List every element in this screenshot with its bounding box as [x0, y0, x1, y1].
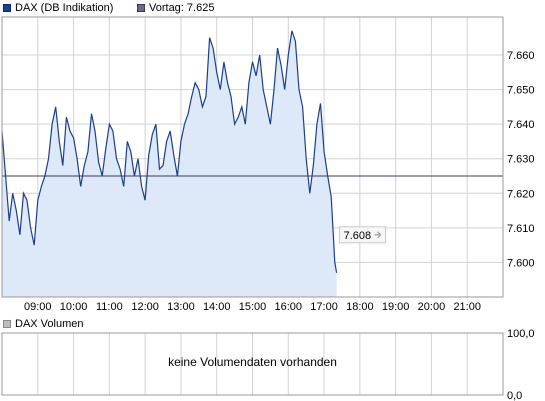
volume-y-tick-label: 0,0 — [507, 390, 522, 401]
x-tick-label: 19:00 — [382, 301, 410, 313]
volume-legend-label: DAX Volumen — [15, 318, 84, 330]
last-value-label: 7.608 — [344, 230, 372, 242]
last-value-marker: 7.608 — [339, 226, 387, 244]
x-tick-label: 20:00 — [418, 301, 446, 313]
x-tick-label: 14:00 — [203, 301, 231, 313]
volume-legend-swatch — [3, 320, 11, 328]
legend-dax: DAX (DB Indikation) — [3, 2, 113, 14]
y-tick-label: 7.650 — [507, 85, 535, 97]
legend-volume: DAX Volumen — [3, 318, 83, 330]
x-tick-label: 13:00 — [167, 301, 195, 313]
y-tick-label: 7.600 — [507, 257, 535, 269]
volume-y-axis-labels: 100,0 0,0 — [507, 328, 535, 401]
x-tick-label: 10:00 — [60, 301, 88, 313]
last-value-box — [339, 226, 387, 244]
legend-previous-close: Vortag: 7.625 — [137, 2, 214, 14]
y-tick-label: 7.620 — [507, 188, 535, 200]
dax-legend-swatch — [3, 4, 11, 12]
previous-close-legend-label: Vortag: 7.625 — [149, 2, 215, 14]
x-tick-label: 18:00 — [346, 301, 374, 313]
x-tick-label: 16:00 — [275, 301, 303, 313]
x-tick-label: 21:00 — [453, 301, 481, 313]
x-tick-label: 11:00 — [96, 301, 123, 313]
y-tick-label: 7.630 — [507, 154, 535, 166]
x-tick-label: 12:00 — [131, 301, 159, 313]
x-tick-label: 09:00 — [24, 301, 52, 313]
y-tick-label: 7.610 — [507, 223, 535, 235]
y-tick-label: 7.660 — [507, 50, 535, 62]
price-line — [1, 30, 338, 273]
x-tick-label: 15:00 — [239, 301, 267, 313]
dax-legend-label: DAX (DB Indikation) — [15, 2, 114, 14]
price-area-fill — [2, 30, 337, 298]
previous-close-legend-swatch — [137, 4, 145, 12]
x-axis-labels: 09:00 10:00 11:00 12:00 13:00 14:00 15:00 16:00… — [24, 301, 481, 313]
volume-chart-frame — [1, 332, 504, 396]
last-value-arrow-icon — [374, 231, 382, 239]
x-tick-label: 17:00 — [310, 301, 338, 313]
main-chart-frame — [1, 16, 504, 298]
y-axis-labels: 7.600 7.610 7.620 7.630 7.640 7.650 7.660 — [507, 50, 535, 269]
no-volume-data-message: keine Volumendaten vorhanden — [168, 355, 337, 369]
y-tick-label: 7.640 — [507, 119, 535, 131]
volume-y-tick-label: 100,0 — [507, 328, 535, 340]
